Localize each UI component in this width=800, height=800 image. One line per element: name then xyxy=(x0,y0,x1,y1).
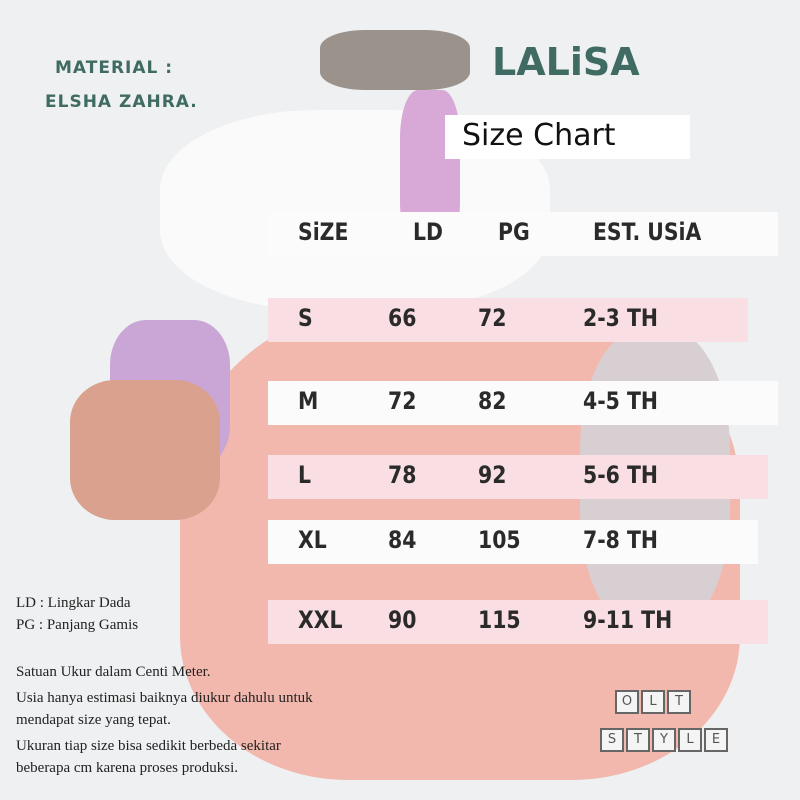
cell-ld: 66 xyxy=(388,304,417,332)
table-row: M 72 82 4-5 TH xyxy=(268,381,778,425)
material-value: ELSHA ZAHRA. xyxy=(45,92,198,112)
cell-pg: 105 xyxy=(478,526,521,554)
legend-pg: PG : Panjang Gamis xyxy=(16,617,139,633)
header-ld: LD xyxy=(413,218,443,246)
cell-pg: 72 xyxy=(478,304,507,332)
note-2: Usia hanya estimasi baiknya diukur dahul… xyxy=(16,690,313,728)
table-row: XXL 90 115 9-11 TH xyxy=(268,600,768,644)
brand-name: LALiSA xyxy=(492,40,640,84)
legend-ld: LD : Lingkar Dada xyxy=(16,595,131,611)
cell-est-usia: 9-11 TH xyxy=(583,606,673,634)
logo-letter: O xyxy=(615,690,639,714)
table-row: XL 84 105 7-8 TH xyxy=(268,520,758,564)
header-size: SiZE xyxy=(298,218,349,246)
table-row: S 66 72 2-3 TH xyxy=(268,298,748,342)
table-header: SiZE LD PG EST. USiA xyxy=(268,212,778,256)
header-pg: PG xyxy=(498,218,530,246)
logo-letter: T xyxy=(626,728,650,752)
logo-letter: L xyxy=(641,690,665,714)
cell-pg: 82 xyxy=(478,387,507,415)
cell-size: S xyxy=(298,304,313,332)
cell-size: XXL xyxy=(298,606,343,634)
cell-est-usia: 5-6 TH xyxy=(583,461,658,489)
cell-pg: 115 xyxy=(478,606,521,634)
table-row: L 78 92 5-6 TH xyxy=(268,455,768,499)
cell-size: XL xyxy=(298,526,327,554)
dress-image-taupe xyxy=(320,30,470,90)
cell-pg: 92 xyxy=(478,461,507,489)
note-1: Satuan Ukur dalam Centi Meter. xyxy=(16,664,211,680)
material-label: MATERIAL : xyxy=(55,58,174,78)
cell-size: L xyxy=(298,461,312,489)
note-3: Ukuran tiap size bisa sedikit berbeda se… xyxy=(16,738,281,776)
cell-est-usia: 2-3 TH xyxy=(583,304,658,332)
cell-ld: 90 xyxy=(388,606,417,634)
cell-est-usia: 7-8 TH xyxy=(583,526,658,554)
logo-letter: Y xyxy=(652,728,676,752)
logo-letter: S xyxy=(600,728,624,752)
header-est-usia: EST. USiA xyxy=(593,218,702,246)
cell-ld: 84 xyxy=(388,526,417,554)
size-chart-title: Size Chart xyxy=(462,118,616,153)
cell-ld: 78 xyxy=(388,461,417,489)
cell-est-usia: 4-5 TH xyxy=(583,387,658,415)
dress-image-brown xyxy=(70,380,220,520)
logo-letter: E xyxy=(704,728,728,752)
logo-letter: T xyxy=(667,690,691,714)
logo-letter: L xyxy=(678,728,702,752)
size-chart-title-band xyxy=(445,115,690,159)
cell-ld: 72 xyxy=(388,387,417,415)
cell-size: M xyxy=(298,387,319,415)
